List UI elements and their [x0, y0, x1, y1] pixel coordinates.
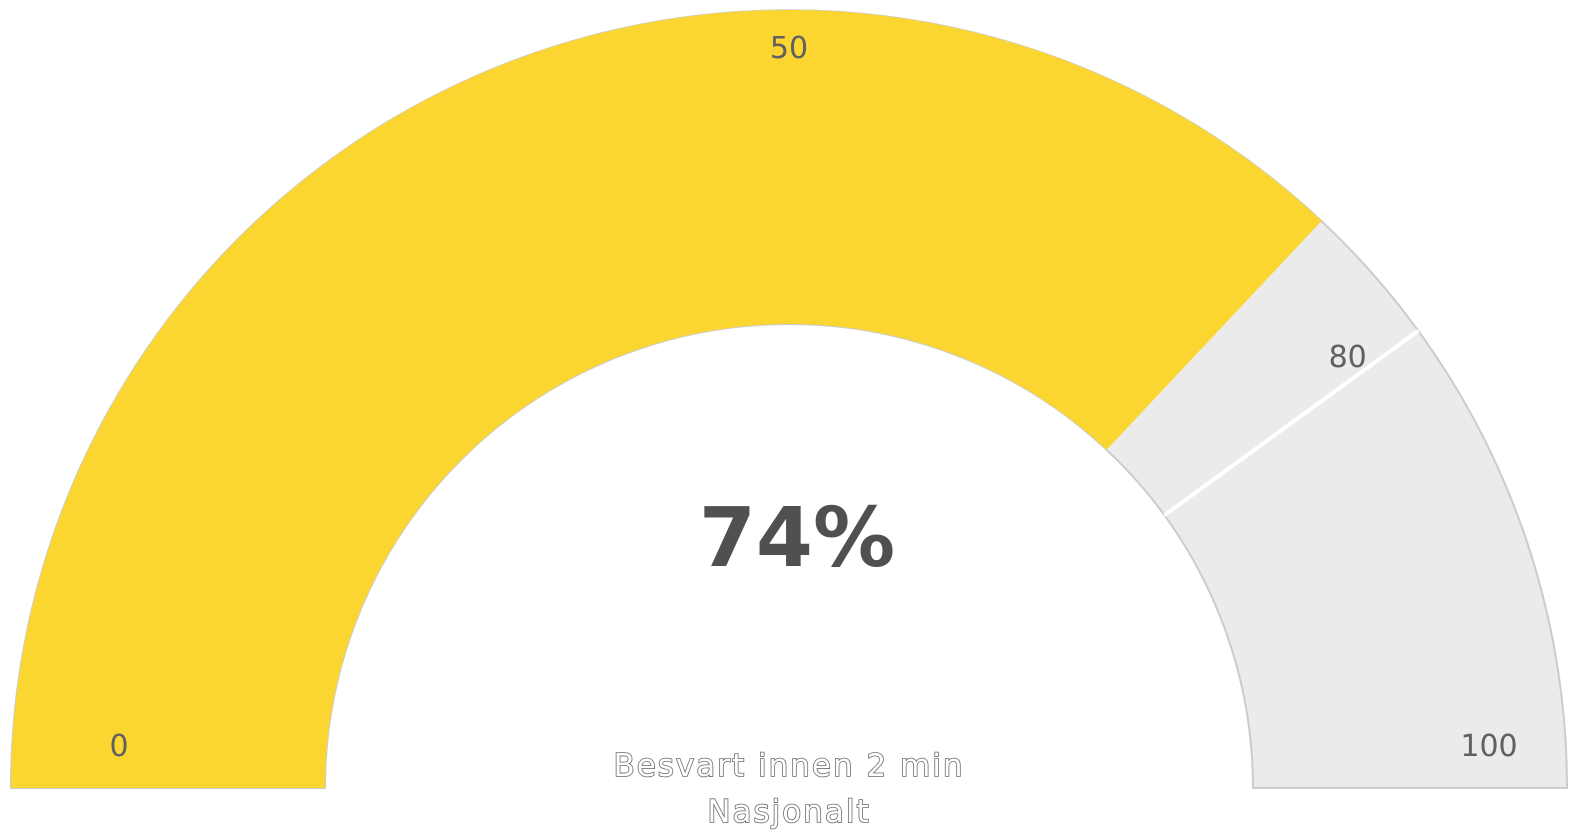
gauge-value-bar [11, 10, 1322, 789]
gauge-tick-label: 0 [109, 729, 128, 764]
gauge-tick-label: 100 [1460, 729, 1517, 764]
gauge-tick-label: 50 [770, 31, 808, 66]
gauge-tick-labels: 0 50 80 100 [109, 31, 1517, 764]
gauge-caption-line-2: Nasjonalt [707, 794, 870, 830]
gauge-threshold-marker [1163, 329, 1420, 517]
gauge-caption-line-1: Besvart innen 2 min [613, 748, 964, 784]
gauge-tick-label: 80 [1329, 340, 1367, 375]
gauge-value-label: 74% [699, 491, 895, 586]
